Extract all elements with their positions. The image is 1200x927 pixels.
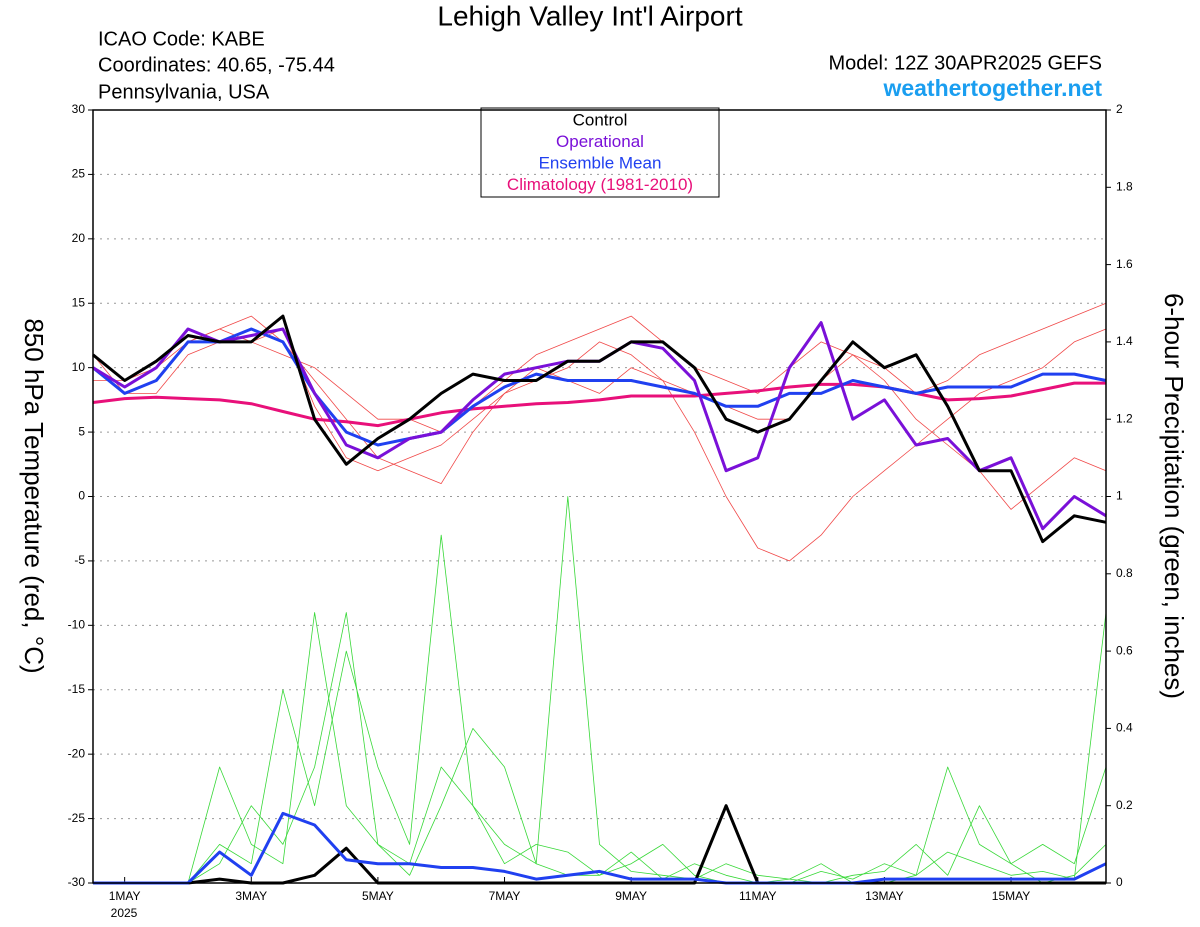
temp-member-line [93,315,1107,562]
y2-axis-label: 6-hour Precipitation (green, inches) [1159,293,1189,699]
y2-tick-label: 1.8 [1116,179,1133,193]
y2-tick-label: 1.2 [1116,411,1133,425]
y2-tick-label: 0.6 [1116,643,1133,657]
temp-line [92,327,1107,447]
y-axis-label: 850 hPa Temperature (red, °C) [19,318,49,673]
y2-tick-label: 0 [1116,875,1123,889]
y-tick-label: -10 [68,618,86,632]
x-tick-label: 13MAY [865,889,903,903]
temp-member-line [92,315,1107,510]
chart-title: Lehigh Valley Int'l Airport [437,0,742,31]
x-tick-label: 15MAY [992,889,1030,903]
model-label: Model: 12Z 30APR2025 GEFS [829,52,1102,74]
y-tick-label: 30 [72,102,86,116]
y-tick-label: 10 [72,360,86,374]
temp-line [92,381,1106,428]
y2-tick-label: 0.8 [1116,566,1133,580]
legend-entry: Operational [556,132,644,151]
y-tick-label: 25 [72,167,86,181]
y-tick-label: -25 [68,811,86,825]
y-tick-label: -30 [68,875,86,889]
precip-member-line [93,496,1107,884]
y2-tick-label: 1.6 [1116,257,1133,271]
legend-entry: Climatology (1981-2010) [507,175,693,194]
x-tick-label: 7MAY [489,889,521,903]
x-tick-label: 5MAY [362,889,394,903]
plot-frame [92,109,1107,884]
y2-tick-label: 1 [1116,489,1123,503]
precip-member-line [93,534,1107,884]
info-line: Pennsylvania, USA [98,81,270,103]
y-tick-label: 15 [72,295,86,309]
y-tick-label: 20 [72,231,86,245]
year-label: 2025 [111,906,138,920]
legend-entry: Ensemble Mean [539,153,662,172]
y-tick-label: -5 [74,553,85,567]
info-line: Coordinates: 40.65, -75.44 [98,54,335,76]
x-tick-label: 3MAY [235,889,267,903]
x-tick-label: 1MAY [109,889,141,903]
y-tick-label: -20 [68,746,86,760]
legend-entry: Control [573,110,628,129]
legend-box [480,107,720,198]
temp-line [92,314,1107,544]
precip-line [93,811,1107,885]
y2-tick-label: 0.2 [1116,798,1133,812]
y-tick-label: 5 [78,424,85,438]
y-tick-label: -15 [68,682,86,696]
y2-tick-label: 2 [1116,102,1123,116]
temp-line [92,321,1107,531]
x-tick-label: 9MAY [615,889,647,903]
y2-tick-label: 0.4 [1116,721,1133,735]
y-tick-label: 0 [78,489,85,503]
info-line: ICAO Code: KABE [98,28,265,50]
temp-member-line [92,302,1107,472]
y2-tick-label: 1.4 [1116,334,1133,348]
x-tick-label: 11MAY [739,889,777,903]
site-label: weathertogether.net [882,75,1102,101]
